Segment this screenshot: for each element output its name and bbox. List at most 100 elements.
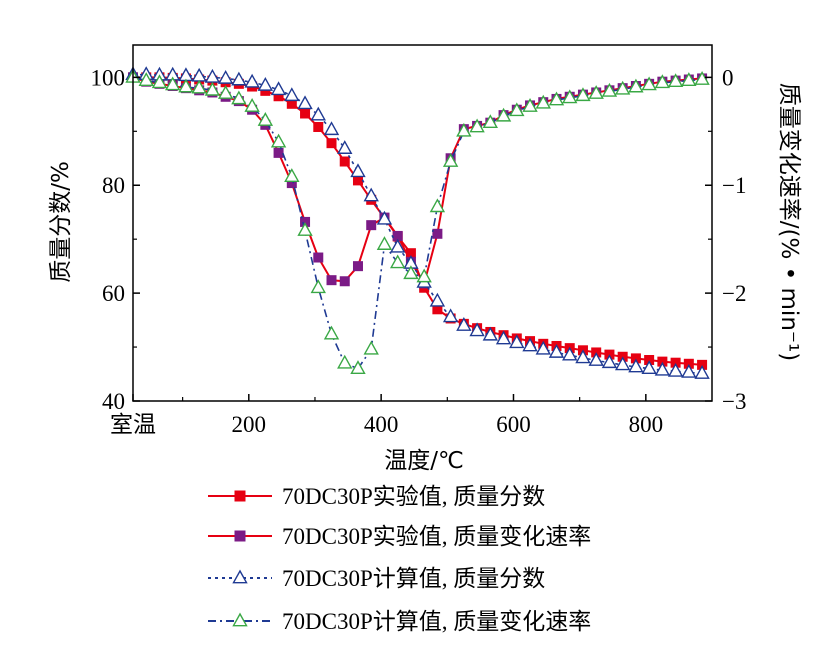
data-point (403, 265, 419, 280)
y-right-tick-label: −2 (722, 281, 746, 306)
legend-item: 70DC30P计算值, 质量变化速率 (208, 609, 591, 634)
legend-marker (234, 530, 246, 542)
series-line (132, 76, 703, 370)
data-point (588, 85, 604, 99)
data-point (694, 365, 710, 379)
data-point (376, 236, 393, 250)
legend-item: 70DC30P实验值, 质量变化速率 (208, 524, 591, 549)
data-point (217, 85, 234, 99)
data-point (614, 80, 631, 95)
data-point (389, 254, 406, 269)
data-point (509, 102, 525, 117)
data-point (339, 156, 350, 167)
data-point (548, 343, 565, 358)
series-layer (125, 66, 710, 379)
legend-label: 70DC30P计算值, 质量分数 (282, 566, 545, 591)
legend-item: 70DC30P计算值, 质量分数 (208, 566, 545, 591)
x-tick-label: 800 (629, 412, 664, 437)
legend: 70DC30P实验值, 质量分数 70DC30P实验值, 质量变化速率 70DC30… (208, 484, 591, 634)
data-point (522, 337, 538, 352)
data-point (231, 90, 247, 105)
data-point (432, 228, 443, 239)
series-line (133, 73, 703, 375)
x-tick-label: 200 (232, 412, 267, 437)
data-point (429, 198, 446, 213)
x-tick-label: 400 (364, 412, 399, 437)
series-line (133, 76, 703, 366)
data-point (363, 187, 379, 202)
data-point (297, 222, 313, 236)
data-point (667, 362, 684, 377)
data-point (429, 292, 446, 307)
data-point (681, 363, 697, 378)
legend-label: 70DC30P计算值, 质量变化速率 (282, 609, 591, 634)
data-point (244, 98, 260, 112)
series-1 (128, 72, 708, 370)
data-point (270, 81, 287, 96)
data-point (191, 79, 207, 94)
data-point (204, 81, 221, 96)
series-line (132, 76, 703, 286)
data-point (178, 78, 194, 93)
data-point (326, 138, 337, 149)
legend-label: 70DC30P实验值, 质量分数 (282, 484, 545, 509)
data-point (323, 325, 340, 340)
data-point (575, 87, 591, 102)
data-point (614, 356, 631, 371)
data-point (389, 238, 406, 253)
y-right-tick-label: 0 (722, 65, 734, 90)
data-point (641, 360, 657, 375)
data-point (495, 330, 512, 345)
data-point (366, 220, 377, 231)
data-point (350, 360, 366, 375)
data-point (601, 82, 618, 97)
data-point (138, 72, 154, 86)
x-tick-label: 室温 (110, 412, 156, 437)
data-point (469, 322, 485, 337)
data-point (641, 76, 657, 91)
y-right-tick-label: −3 (722, 389, 746, 414)
data-point (165, 76, 181, 91)
axes-layer: 室温 200 400 600 800 40 60 80 100 −3 −2 −1 0 (91, 65, 747, 437)
data-point (313, 121, 324, 132)
data-point (257, 76, 274, 91)
data-point (416, 268, 432, 283)
data-point (442, 308, 459, 323)
data-point (244, 73, 260, 88)
data-point (363, 340, 379, 355)
data-point (297, 95, 313, 110)
data-point (339, 276, 350, 287)
x-axis-title: 温度/℃ (384, 448, 464, 474)
data-point (654, 74, 671, 89)
data-point (300, 108, 311, 119)
y-right-tick-label: −1 (722, 173, 746, 198)
data-point (231, 71, 247, 86)
data-point (694, 71, 710, 85)
data-point (469, 118, 485, 133)
data-point (273, 147, 284, 158)
data-point (562, 89, 578, 104)
data-point (323, 121, 340, 136)
data-point (575, 349, 591, 364)
data-point (350, 163, 366, 178)
plot-frame (132, 44, 713, 402)
data-point (548, 91, 565, 106)
data-point (495, 107, 512, 122)
series-3 (125, 66, 710, 379)
data-point (352, 261, 363, 272)
data-point (442, 153, 459, 167)
data-point (376, 210, 393, 225)
y-left-tick-label: 100 (91, 65, 126, 90)
data-point (257, 112, 274, 126)
y-axis-right-title: 质量变化速率/(% • min⁻¹) (776, 83, 802, 361)
data-point (509, 334, 525, 349)
data-point (628, 358, 644, 373)
data-point (352, 175, 363, 186)
data-point (482, 114, 499, 129)
data-point (456, 122, 472, 137)
series-4 (125, 68, 710, 375)
data-point (337, 140, 353, 154)
data-point (628, 78, 644, 93)
data-point (562, 346, 578, 361)
